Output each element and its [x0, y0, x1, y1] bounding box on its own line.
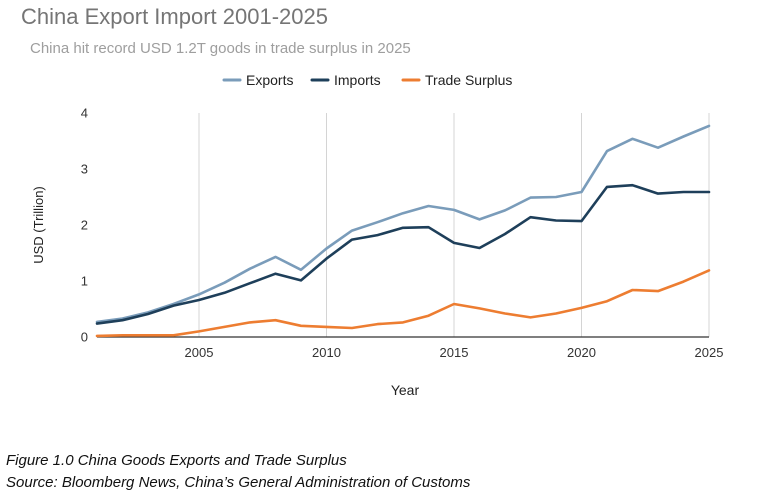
chart-canvas: 2005 2010 2015 2020 2025 0 1 2 3 4 Exports Imports…	[31, 72, 724, 398]
legend-label-trade-surplus: Trade Surplus	[425, 72, 512, 88]
series-line-imports	[95, 183, 711, 325]
x-tick-label: 2010	[312, 345, 341, 360]
chart-title: China Export Import 2001-2025	[21, 4, 328, 29]
series-line-trade-surplus	[95, 269, 711, 338]
x-tick-label: 2025	[695, 345, 724, 360]
y-tick-label: 3	[81, 162, 88, 177]
x-tick-label: 2020	[567, 345, 596, 360]
chart-subtitle: China hit record USD 1.2T goods in trade…	[30, 40, 411, 57]
x-tick-label: 2015	[440, 345, 469, 360]
y-tick-label: 0	[81, 330, 88, 345]
source-caption: Source: Bloomberg News, China’s General …	[6, 474, 471, 491]
legend-label-exports: Exports	[246, 72, 293, 88]
x-tick-label: 2005	[185, 345, 214, 360]
x-axis-title: Year	[391, 382, 420, 398]
series-line-exports	[95, 124, 711, 324]
figure-caption: Figure 1.0 China Goods Exports and Trade…	[6, 452, 347, 469]
legend-label-imports: Imports	[334, 72, 381, 88]
y-tick-label: 1	[81, 274, 88, 289]
y-tick-label: 4	[81, 106, 88, 121]
y-axis-title: USD (Trillion)	[31, 186, 46, 264]
y-tick-label: 2	[81, 218, 88, 233]
